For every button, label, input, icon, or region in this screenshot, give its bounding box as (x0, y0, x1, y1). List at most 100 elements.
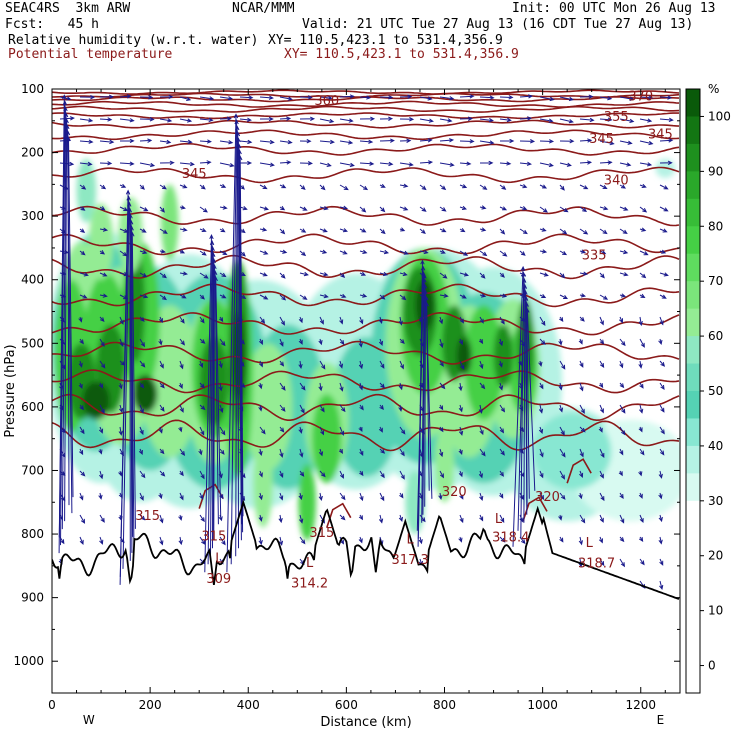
wind-vector-43 (99, 94, 114, 100)
wind-vector-474 (499, 426, 505, 434)
wind-vector-575 (599, 360, 605, 368)
colorbar-label-0: 100 (708, 109, 731, 123)
wind-vector-97 (139, 360, 146, 368)
wind-vector-274 (319, 95, 333, 100)
wind-vector-124 (159, 514, 164, 524)
wind-vector-640 (659, 316, 664, 326)
wind-vector-600 (619, 426, 626, 436)
wind-vector-319 (359, 184, 369, 191)
wind-vector-624 (638, 470, 643, 477)
wind-vector-515 (538, 404, 544, 414)
wind-vector-464 (499, 206, 508, 211)
wind-vector-299 (339, 205, 349, 210)
wind-vector-278 (319, 184, 326, 191)
wind-vector-449 (479, 316, 484, 324)
wind-vector-131 (179, 205, 186, 210)
wind-vector-544 (579, 160, 593, 165)
wind-vector-589 (619, 184, 627, 189)
wind-vector-399 (439, 96, 455, 101)
wind-vector-588 (619, 162, 632, 167)
wind-vector-418 (459, 94, 475, 99)
wind-vector-407 (439, 272, 448, 279)
theta-contour-16 (52, 369, 680, 394)
wind-vector-351 (378, 426, 383, 433)
wind-vector-45 (99, 139, 115, 145)
wind-vector-95 (139, 316, 145, 322)
wind-vector-196 (239, 206, 248, 211)
wind-vector-667 (65, 130, 71, 506)
wind-vector-25 (79, 161, 93, 167)
wind-vector-264 (298, 360, 303, 370)
wind-vector-552 (578, 338, 583, 345)
wind-vector-62 (99, 514, 105, 523)
wind-vector-358 (399, 117, 415, 122)
wind-vector-246 (279, 426, 285, 433)
wind-vector-591 (619, 228, 628, 235)
wind-vector-176 (219, 250, 228, 256)
wind-vector-504 (539, 162, 554, 168)
wind-vector-649 (658, 514, 663, 523)
wind-vector-641 (658, 338, 663, 346)
wind-vector-565 (599, 140, 615, 146)
wind-vector-605 (619, 536, 625, 543)
wind-vector-117 (159, 360, 164, 369)
wind-vector-684 (213, 276, 222, 517)
wind-vector-58 (98, 426, 104, 434)
wind-vector-560 (579, 514, 586, 524)
wind-vector-539 (558, 514, 563, 521)
wind-vector-540 (559, 536, 564, 543)
wind-vector-159 (199, 360, 204, 368)
wind-vector-296 (339, 140, 354, 145)
y-tick-label-400: 400 (21, 273, 44, 287)
wind-vector-52 (99, 293, 108, 298)
wind-vector-115 (158, 316, 163, 324)
wind-vector-377 (419, 96, 433, 101)
wind-vector-438 (458, 536, 463, 543)
wind-vector-135 (179, 294, 187, 299)
wind-vector-483 (519, 161, 532, 166)
wind-vector-56 (98, 382, 103, 389)
wind-vector-469 (499, 316, 505, 325)
wind-vector-606 (619, 558, 626, 568)
wind-vector-221 (258, 338, 263, 345)
y-tick-label-300: 300 (21, 209, 44, 223)
wind-vector-60 (99, 470, 104, 480)
wind-vector-57 (99, 404, 105, 414)
theta-label-2: 355 (604, 110, 629, 125)
field1-name: Relative humidity (w.r.t. water) (8, 33, 259, 48)
wind-vector-252 (299, 95, 313, 100)
colorbar-label-8: 20 (708, 549, 723, 563)
wind-vector-242 (279, 338, 284, 347)
colorbar-swatch-19 (686, 610, 700, 639)
wind-vector-26 (79, 184, 87, 190)
wind-vector-89 (139, 184, 145, 190)
wind-vector-254 (299, 138, 312, 144)
valid-time: Valid: 21 UTC Tue 27 Aug 13 (16 CDT Tue … (302, 17, 694, 32)
wind-vector-146 (178, 536, 183, 546)
wind-vector-51 (99, 272, 108, 277)
wind-vector-354 (379, 492, 385, 502)
wind-vector-366 (399, 294, 407, 301)
wind-vector-678 (207, 240, 215, 565)
wind-vector-340 (379, 183, 386, 188)
wind-vector-676 (130, 231, 136, 529)
wind-vector-521 (559, 118, 574, 124)
theta-label-4: 345 (648, 128, 673, 143)
wind-vector-163 (198, 448, 203, 456)
wind-vector-38 (79, 448, 84, 456)
wind-vector-281 (319, 249, 328, 254)
wind-vector-119 (159, 404, 165, 412)
colorbar-swatch-2 (686, 143, 700, 172)
wind-vector-307 (339, 382, 344, 392)
wind-vector-597 (619, 360, 624, 369)
wind-vector-165 (199, 492, 204, 500)
theta-label-13: 318.4 (492, 531, 529, 546)
wind-vector-433 (458, 426, 464, 436)
wind-vector-245 (279, 404, 286, 412)
theta-low-contour-3 (566, 458, 592, 484)
wind-vector-473 (499, 404, 506, 413)
wind-vector-679 (210, 246, 215, 557)
wind-vector-347 (378, 338, 383, 346)
wind-vector-583 (598, 536, 603, 544)
wind-vector-257 (299, 206, 308, 211)
